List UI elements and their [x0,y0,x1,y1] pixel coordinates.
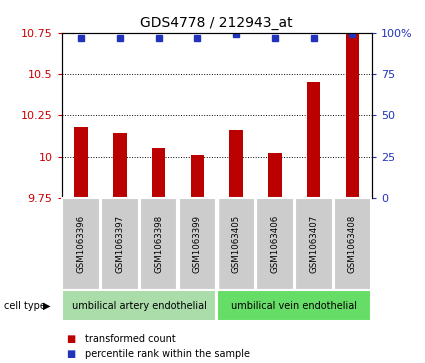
FancyBboxPatch shape [256,198,294,290]
FancyBboxPatch shape [140,198,177,290]
Bar [230,130,243,198]
FancyBboxPatch shape [101,198,139,290]
Text: GSM1063397: GSM1063397 [115,215,124,273]
FancyBboxPatch shape [178,198,216,290]
FancyBboxPatch shape [62,290,216,321]
Text: GSM1063405: GSM1063405 [232,215,241,273]
Text: transformed count: transformed count [85,334,176,344]
Text: umbilical artery endothelial: umbilical artery endothelial [72,301,207,311]
FancyBboxPatch shape [295,198,332,290]
Bar [152,148,165,198]
Text: ▶: ▶ [42,301,50,311]
Title: GDS4778 / 212943_at: GDS4778 / 212943_at [140,16,293,30]
Text: GSM1063398: GSM1063398 [154,215,163,273]
FancyBboxPatch shape [334,198,371,290]
Text: GSM1063408: GSM1063408 [348,215,357,273]
FancyBboxPatch shape [217,290,371,321]
Bar [307,82,320,198]
Bar [74,127,88,198]
Text: GSM1063407: GSM1063407 [309,215,318,273]
Bar [190,155,204,198]
FancyBboxPatch shape [217,198,255,290]
FancyBboxPatch shape [62,198,100,290]
Text: percentile rank within the sample: percentile rank within the sample [85,349,250,359]
Text: umbilical vein endothelial: umbilical vein endothelial [231,301,357,311]
Bar [346,31,359,198]
Bar [113,134,127,198]
Text: GSM1063396: GSM1063396 [76,215,85,273]
Bar [268,153,282,198]
Text: ■: ■ [66,334,75,344]
Text: GSM1063399: GSM1063399 [193,215,202,273]
Text: cell type: cell type [4,301,46,311]
Text: GSM1063406: GSM1063406 [270,215,279,273]
Text: ■: ■ [66,349,75,359]
